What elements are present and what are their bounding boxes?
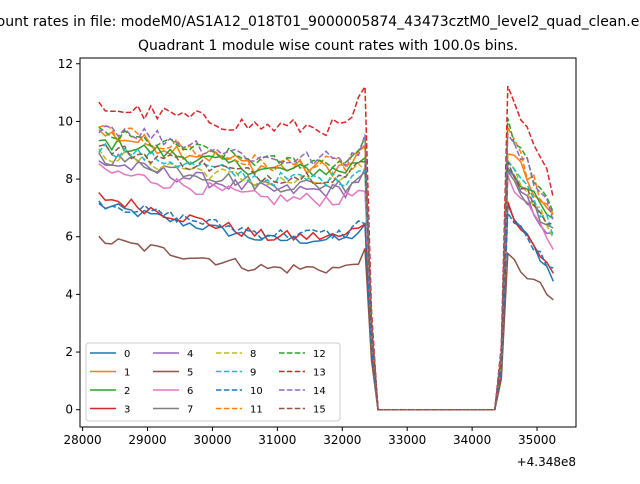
y-tick-label-2: 4 — [65, 287, 73, 301]
legend-label-5: 5 — [187, 368, 193, 379]
legend-label-2: 2 — [124, 386, 130, 397]
y-tick-label-1: 2 — [65, 345, 73, 359]
legend-label-12: 12 — [313, 349, 326, 360]
legend-box — [85, 342, 341, 422]
x-tick-label-7: 35000 — [518, 433, 556, 447]
legend-label-13: 13 — [313, 368, 326, 379]
legend-label-3: 3 — [124, 405, 130, 416]
y-tick-label-6: 12 — [58, 57, 73, 71]
axes-frame — [79, 57, 577, 428]
legend-label-6: 6 — [187, 386, 193, 397]
y-tick-label-4: 8 — [65, 172, 73, 186]
legend-label-11: 11 — [250, 405, 263, 416]
legend-label-10: 10 — [250, 386, 263, 397]
y-axis-ticks: 0 2 4 6 8 10 12 — [58, 57, 80, 417]
series-line-15 — [98, 143, 554, 411]
x-tick-label-4: 32000 — [323, 433, 361, 447]
legend-label-0: 0 — [124, 349, 130, 360]
x-tick-label-1: 29000 — [128, 433, 166, 447]
legend-label-14: 14 — [313, 386, 326, 397]
y-tick-label-5: 10 — [58, 114, 73, 128]
y-tick-label-3: 6 — [65, 230, 73, 244]
legend-label-8: 8 — [250, 349, 256, 360]
x-axis-ticks: 28000 29000 30000 31000 32000 33000 34000 35000 — [64, 427, 556, 447]
series-lines — [98, 84, 555, 411]
x-tick-label-5: 33000 — [388, 433, 426, 447]
y-tick-label-0: 0 — [65, 403, 73, 417]
legend-label-4: 4 — [187, 349, 193, 360]
legend-label-7: 7 — [187, 405, 193, 416]
legend-label-1: 1 — [124, 368, 130, 379]
x-tick-label-3: 31000 — [258, 433, 296, 447]
legend-label-15: 15 — [313, 405, 326, 416]
figure-suptitle: Count rates in file: modeM0/AS1A12_018T0… — [0, 14, 640, 30]
x-tick-label-6: 34000 — [453, 433, 491, 447]
x-tick-label-2: 30000 — [193, 433, 231, 447]
x-offset-label: +4.348e8 — [517, 455, 576, 469]
x-tick-label-0: 28000 — [64, 433, 102, 447]
series-line-11 — [98, 124, 554, 411]
legend-label-9: 9 — [250, 368, 256, 379]
chart-title: Quadrant 1 module wise count rates with … — [138, 38, 518, 54]
